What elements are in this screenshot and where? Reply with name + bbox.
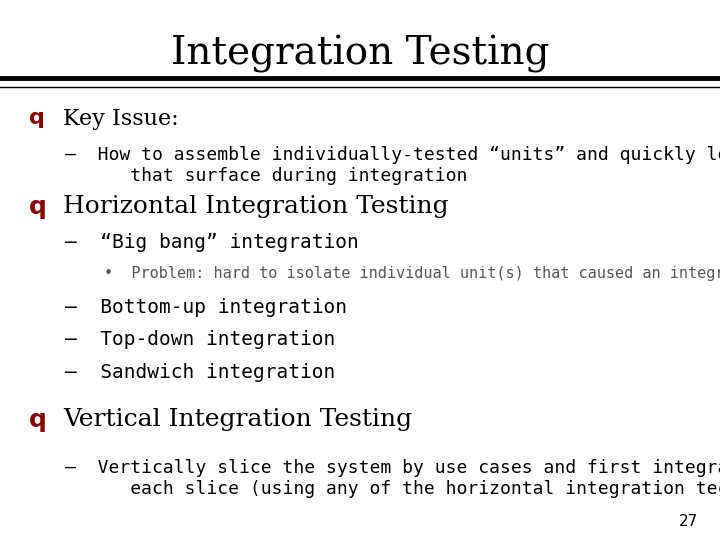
Text: Key Issue:: Key Issue: xyxy=(63,108,179,130)
Text: –  How to assemble individually-tested “units” and quickly locate faults
      t: – How to assemble individually-tested “u… xyxy=(65,146,720,185)
Text: Vertical Integration Testing: Vertical Integration Testing xyxy=(63,408,413,431)
Text: –  “Big bang” integration: – “Big bang” integration xyxy=(65,233,359,252)
Text: –  Sandwich integration: – Sandwich integration xyxy=(65,363,335,382)
Text: q: q xyxy=(29,408,47,431)
Text: Horizontal Integration Testing: Horizontal Integration Testing xyxy=(63,195,449,219)
Text: –  Top-down integration: – Top-down integration xyxy=(65,330,335,349)
Text: q: q xyxy=(29,108,45,128)
Text: –  Vertically slice the system by use cases and first integrate within
      eac: – Vertically slice the system by use cas… xyxy=(65,459,720,498)
Text: q: q xyxy=(29,195,47,219)
Text: –  Bottom-up integration: – Bottom-up integration xyxy=(65,298,347,317)
Text: 27: 27 xyxy=(679,514,698,529)
Text: •  Problem: hard to isolate individual unit(s) that caused an integration fault: • Problem: hard to isolate individual un… xyxy=(104,266,720,281)
Text: Integration Testing: Integration Testing xyxy=(171,35,549,73)
